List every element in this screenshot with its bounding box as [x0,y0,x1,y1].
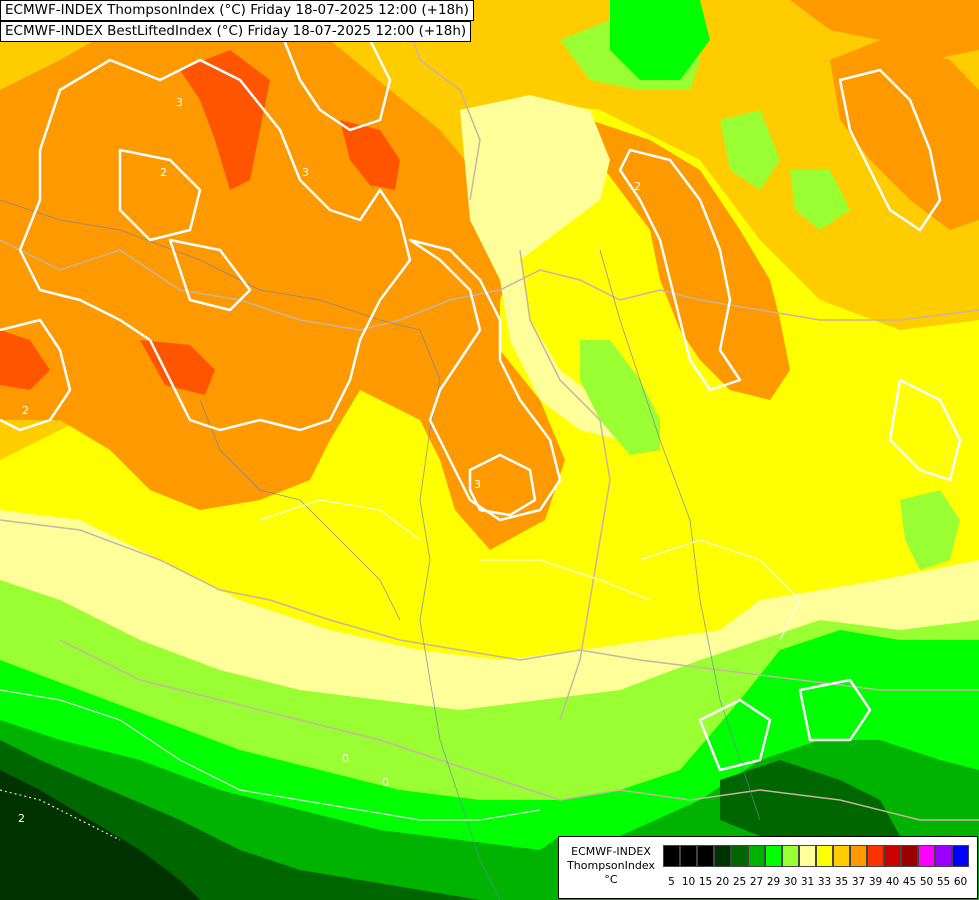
zone-red-a [180,50,270,190]
legend-tick-label: 20 [715,876,730,888]
legend-tick-label: 30 [783,876,798,888]
legend-tick-label: 10 [681,876,696,888]
legend-tick-label: 40 [885,876,900,888]
zone-light-green-north-d [720,110,780,190]
legend-tick-label: 37 [851,876,866,888]
contour-label: 0 [382,776,389,789]
contour-label: 2 [160,166,167,179]
legend-parameter: ThompsonIndex [567,859,655,872]
legend-swatch [833,845,850,867]
legend-swatch [918,845,935,867]
country-borders [0,0,979,821]
legend-tick-label: 55 [936,876,951,888]
zone-light-green-north-e [790,170,850,230]
legend-swatch [884,845,901,867]
zone-light-green-north-a [580,340,660,455]
zone-orange-top-right [790,0,979,60]
legend-model: ECMWF-INDEX [571,845,651,858]
legend-swatch [748,845,765,867]
legend-color-bar [663,845,969,867]
contour-label: 2 [22,404,29,417]
legend-swatch [731,845,748,867]
contour-label: 3 [176,96,183,109]
zone-green-top [610,0,710,80]
legend-swatch [697,845,714,867]
legend-swatch [663,845,680,867]
color-legend: ECMWF-INDEX ThompsonIndex °C 5 10 15 20 25 27… [558,836,978,899]
legend-tick-label: 5 [668,876,675,888]
legend-swatch [952,845,969,867]
zone-orange-ne [590,120,790,400]
legend-tick-label: 35 [834,876,849,888]
zone-red-c [0,330,50,390]
legend-swatch [816,845,833,867]
contour-label: 0 [342,752,349,765]
legend-tick-label: 31 [800,876,815,888]
contour-label: 2 [18,812,25,825]
zone-light-green-north-b [900,490,960,570]
legend-swatch [799,845,816,867]
contour-lines-thin [0,499,801,841]
legend-tick-label: 50 [919,876,934,888]
legend-tick-label: 60 [953,876,968,888]
legend-swatch [782,845,799,867]
legend-swatch [867,845,884,867]
zone-darkestgreen-sw [0,770,200,900]
zone-orange-nw [0,10,565,550]
legend-tick-label: 33 [817,876,832,888]
legend-tick-label: 29 [766,876,781,888]
zone-darkgreen-south-2 [720,760,900,836]
legend-label: ECMWF-INDEX ThompsonIndex °C [563,845,659,887]
legend-unit: °C [604,873,618,886]
zone-red-b [340,120,400,190]
legend-tick-labels: 5 10 15 20 25 27 29 30 31 33 35 37 39 40 45 50 55 60 [663,875,969,889]
legend-swatch [714,845,731,867]
legend-swatch [935,845,952,867]
contour-label: 3 [302,166,309,179]
zone-light-yellow-north [460,95,640,440]
contour-lines [0,18,962,772]
legend-swatch [901,845,918,867]
legend-tick-label: 25 [732,876,747,888]
zone-orange-far-ne [830,40,979,230]
contour-label: 2 [634,180,641,193]
legend-swatch [765,845,782,867]
zone-red-d [140,340,215,395]
contour-labels: 3 3 2 2 3 2 0 0 2 [18,96,641,825]
legend-swatch [680,845,697,867]
legend-tick-label: 27 [749,876,764,888]
legend-swatch [850,845,867,867]
legend-tick-label: 45 [902,876,917,888]
map-title-thompson: ECMWF-INDEX ThompsonIndex (°C) Friday 18… [0,0,474,21]
legend-tick-label: 39 [868,876,883,888]
legend-tick-label: 15 [698,876,713,888]
contour-label: 3 [474,478,481,491]
map-title-bestlifted: ECMWF-INDEX BestLiftedIndex (°C) Friday … [0,21,472,42]
